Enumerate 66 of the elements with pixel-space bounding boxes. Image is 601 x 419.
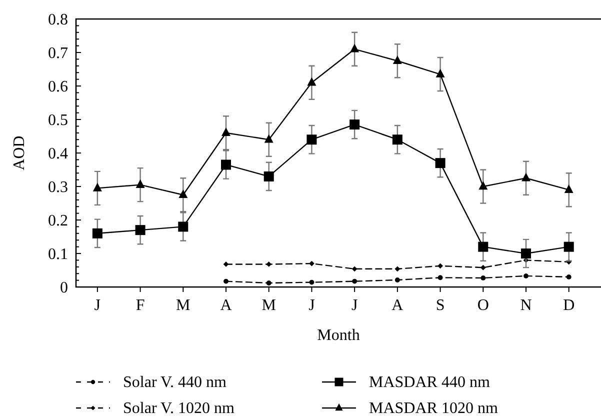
point	[178, 222, 188, 232]
point	[478, 181, 488, 190]
point	[392, 134, 402, 145]
point	[136, 179, 145, 188]
point	[306, 134, 317, 145]
y-tick-label: 0.3	[48, 179, 68, 196]
point	[435, 158, 446, 168]
point	[392, 55, 402, 64]
x-tick-label: J	[351, 297, 358, 314]
point	[394, 277, 400, 282]
x-tick-label: M	[176, 297, 190, 314]
point	[350, 120, 360, 130]
point	[135, 225, 146, 236]
x-tick-label: A	[220, 297, 232, 314]
point	[309, 260, 314, 266]
point	[350, 44, 360, 52]
legend-label: Solar V. 440 nm	[123, 374, 227, 391]
y-tick-label: 0.7	[48, 45, 68, 62]
point	[521, 248, 531, 258]
y-tick-label: 0.2	[48, 212, 68, 230]
point	[564, 184, 574, 193]
point	[478, 242, 488, 252]
point	[480, 275, 486, 280]
point	[352, 278, 358, 284]
point	[266, 262, 272, 267]
y-tick-label: 0.6	[48, 78, 68, 96]
point	[92, 228, 102, 238]
x-tick-label: S	[436, 297, 445, 314]
y-tick-label: 0.1	[48, 246, 68, 264]
point	[307, 77, 316, 86]
x-tick-label: J	[308, 297, 315, 314]
y-tick-label: 0.4	[48, 146, 68, 163]
point	[436, 68, 445, 78]
point	[352, 266, 358, 272]
point	[480, 264, 486, 270]
x-tick-label: F	[136, 297, 145, 314]
x-tick-label: J	[94, 297, 101, 314]
x-tick-label: A	[392, 297, 404, 314]
y-tick-label: 0.5	[48, 112, 68, 130]
point	[522, 172, 530, 182]
x-tick-label: M	[262, 297, 276, 314]
x-tick-label: O	[477, 297, 489, 314]
point	[264, 134, 274, 143]
point	[266, 280, 272, 286]
point	[566, 274, 572, 280]
point	[394, 266, 400, 272]
legend-label: MASDAR 440 nm	[369, 374, 490, 391]
legend-label: MASDAR 1020 nm	[369, 400, 498, 417]
point	[438, 275, 443, 280]
point	[221, 160, 231, 170]
point	[222, 128, 230, 136]
y-tick-label: 0.8	[48, 12, 68, 29]
y-tick-label: 0	[60, 280, 68, 297]
legend-label: Solar V. 1020 nm	[123, 400, 235, 417]
y-axis-title: AOD	[11, 136, 28, 170]
x-tick-label: D	[563, 297, 575, 314]
point	[224, 278, 228, 284]
point	[309, 280, 314, 285]
point	[438, 263, 443, 269]
point	[524, 273, 528, 278]
x-tick-label: N	[520, 297, 532, 314]
point	[92, 182, 102, 192]
point	[264, 171, 274, 182]
point	[564, 242, 574, 252]
x-axis-title: Month	[317, 327, 360, 344]
point	[178, 189, 188, 198]
